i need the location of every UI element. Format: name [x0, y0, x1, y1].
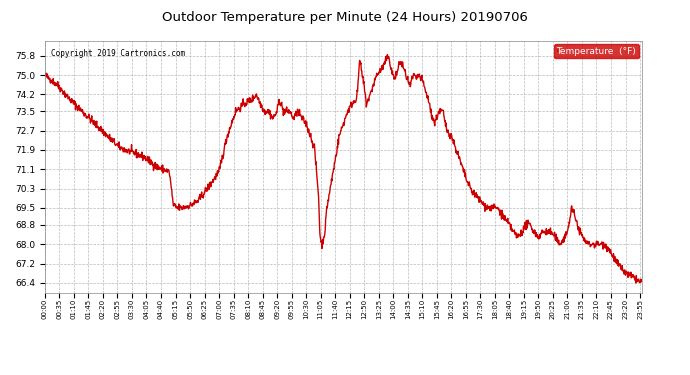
Legend: Temperature  (°F): Temperature (°F)	[554, 44, 639, 58]
Text: Copyright 2019 Cartronics.com: Copyright 2019 Cartronics.com	[51, 49, 185, 58]
Text: Outdoor Temperature per Minute (24 Hours) 20190706: Outdoor Temperature per Minute (24 Hours…	[162, 11, 528, 24]
